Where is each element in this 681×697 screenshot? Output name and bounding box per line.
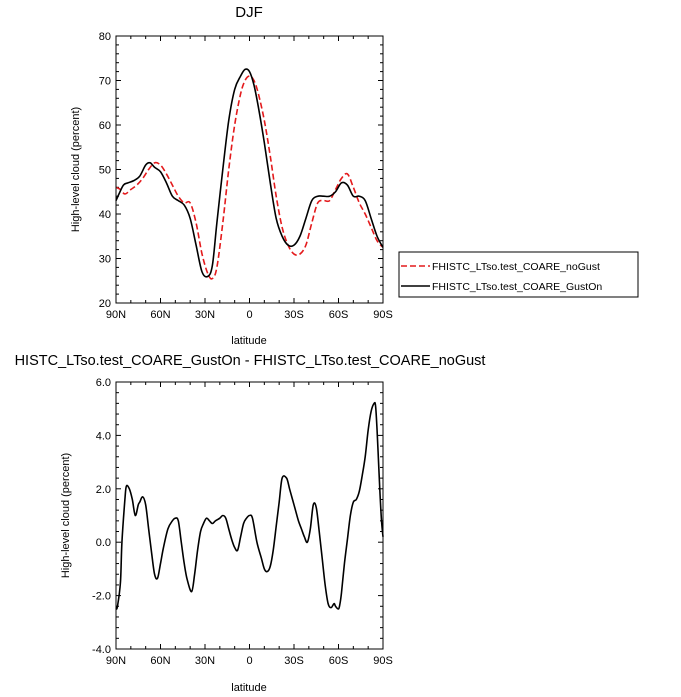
series-layer-top bbox=[115, 68, 384, 280]
legend-label-nogust: FHISTC_LTso.test_COARE_noGust bbox=[432, 261, 600, 273]
x-tick-label: 60S bbox=[329, 309, 349, 321]
plot-frame-top bbox=[115, 35, 384, 304]
series-line-0-0 bbox=[115, 75, 384, 280]
x-tick-label: 60N bbox=[150, 309, 170, 321]
axes-ticks-bottom: 90N 60N 30N 0 30S 60S 90S -4.0 -2.0 0.0 2.0 4.0 6.0 bbox=[92, 377, 393, 667]
panel-djf: DJF 90N 60N 30N 0 30S 60S 90S 20 30 40 50 60 70 80 la… bbox=[70, 4, 639, 347]
x-tick-label: 90N bbox=[106, 655, 126, 667]
panel-difference: HISTC_LTso.test_COARE_GustOn - FHISTC_LT… bbox=[15, 353, 486, 694]
x-tick-label: 30N bbox=[195, 309, 215, 321]
series-line-0-1 bbox=[115, 68, 384, 278]
y-tick-label: 60 bbox=[99, 120, 111, 132]
y-tick-label: 70 bbox=[99, 76, 111, 88]
x-tick-label: 90N bbox=[106, 309, 126, 321]
y-tick-label: 4.0 bbox=[96, 430, 111, 442]
chart-title-djf: DJF bbox=[235, 4, 263, 21]
plot-frame-bottom bbox=[115, 381, 384, 650]
chart-title-difference: HISTC_LTso.test_COARE_GustOn - FHISTC_LT… bbox=[15, 353, 486, 369]
series-layer-bottom bbox=[115, 401, 384, 610]
y-tick-label: 40 bbox=[99, 209, 111, 221]
y-tick-label: 0.0 bbox=[96, 537, 111, 549]
x-tick-label: 0 bbox=[246, 309, 252, 321]
y-tick-label: 50 bbox=[99, 165, 111, 177]
y-axis-label-bottom: High-level cloud (percent) bbox=[60, 453, 72, 578]
y-tick-label: -4.0 bbox=[92, 644, 111, 656]
x-axis-label-top: latitude bbox=[231, 335, 266, 347]
y-tick-label: 6.0 bbox=[96, 377, 111, 389]
x-axis-label-bottom: latitude bbox=[231, 682, 266, 694]
y-tick-label: 80 bbox=[99, 31, 111, 43]
series-line-1-0 bbox=[115, 401, 384, 610]
x-tick-label: 60N bbox=[150, 655, 170, 667]
legend-box bbox=[398, 251, 639, 298]
y-axis-label-top: High-level cloud (percent) bbox=[70, 107, 82, 232]
y-tick-label: 30 bbox=[99, 254, 111, 266]
x-tick-label: 60S bbox=[329, 655, 349, 667]
y-tick-label: 2.0 bbox=[96, 484, 111, 496]
y-tick-label: 20 bbox=[99, 298, 111, 310]
legend-label-guston: FHISTC_LTso.test_COARE_GustOn bbox=[432, 281, 602, 293]
x-tick-label: 30N bbox=[195, 655, 215, 667]
legend: FHISTC_LTso.test_COARE_noGust FHISTC_LTs… bbox=[398, 251, 639, 298]
y-tick-label: -2.0 bbox=[92, 591, 111, 603]
x-tick-label: 90S bbox=[373, 309, 393, 321]
x-tick-label: 30S bbox=[284, 655, 304, 667]
x-tick-label: 30S bbox=[284, 309, 304, 321]
x-tick-label: 90S bbox=[373, 655, 393, 667]
x-tick-label: 0 bbox=[246, 655, 252, 667]
